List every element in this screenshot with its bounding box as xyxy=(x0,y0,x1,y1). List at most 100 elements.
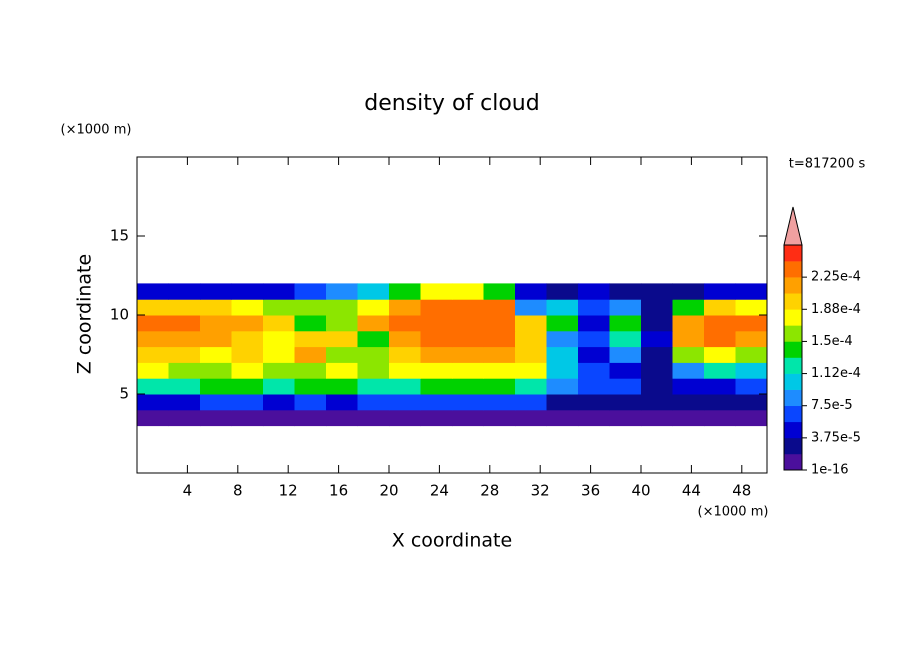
colorbar-extend xyxy=(783,206,803,246)
field-cell xyxy=(483,409,516,427)
field-cell xyxy=(326,394,358,411)
colorbar-band xyxy=(784,277,802,294)
field-cell xyxy=(641,409,673,427)
y-unit: (×1000 m) xyxy=(61,123,132,138)
field-cell xyxy=(420,299,453,316)
field-cell xyxy=(452,409,484,427)
colorbar-tick-label: 2.25e-4 xyxy=(811,270,861,285)
field-cell xyxy=(735,330,767,348)
field-cell xyxy=(294,299,327,316)
field-cell xyxy=(452,330,484,348)
field-cell xyxy=(546,409,579,427)
field-cell xyxy=(389,330,421,348)
field-cell xyxy=(357,330,390,348)
field-cell xyxy=(546,299,579,316)
colorbar-band xyxy=(784,309,802,326)
y-tick-label: 5 xyxy=(119,385,129,403)
field-cell xyxy=(641,346,673,363)
field-cell xyxy=(452,394,484,411)
field-cell xyxy=(704,362,736,379)
field-cell xyxy=(672,362,705,379)
field-cell xyxy=(294,362,327,379)
field-cell xyxy=(389,299,421,316)
field-cell xyxy=(200,299,232,316)
field-cell xyxy=(704,330,736,348)
field-cell xyxy=(483,378,516,395)
field-cell xyxy=(168,299,201,316)
field-cell xyxy=(294,378,327,395)
field-cell xyxy=(483,330,516,348)
field-cell xyxy=(168,409,201,427)
field-cell xyxy=(483,394,516,411)
x-axis-label: X coordinate xyxy=(392,530,512,552)
field-cell xyxy=(231,409,264,427)
y-tick-label: 10 xyxy=(110,306,129,324)
field-cell xyxy=(357,346,390,363)
field-cell xyxy=(609,409,642,427)
field-cell xyxy=(578,378,610,395)
x-tick-label: 28 xyxy=(480,482,499,500)
field-cell xyxy=(420,378,453,395)
field-cell xyxy=(200,330,232,348)
field-cell xyxy=(137,315,169,332)
field-cell xyxy=(420,346,453,363)
field-cell xyxy=(704,346,736,363)
field-cell xyxy=(326,409,358,427)
field-cell xyxy=(452,315,484,332)
field-cell xyxy=(137,362,169,379)
field-cell xyxy=(609,394,642,411)
field-cell xyxy=(137,299,169,316)
field-cell xyxy=(420,409,453,427)
colorbar-tick-label: 3.75e-5 xyxy=(811,430,861,445)
field-cell xyxy=(263,315,295,332)
field-cell xyxy=(200,346,232,363)
field-cell xyxy=(200,378,232,395)
field-cell xyxy=(641,378,673,395)
field-cell xyxy=(578,283,610,300)
colorbar-band xyxy=(784,405,802,423)
field-cell xyxy=(263,409,295,427)
field-cell xyxy=(389,394,421,411)
field-cell xyxy=(672,346,705,363)
field-cell xyxy=(168,378,201,395)
x-tick-label: 32 xyxy=(531,482,550,500)
field-cell xyxy=(609,299,642,316)
field-cell xyxy=(672,330,705,348)
y-tick-label: 15 xyxy=(110,227,129,245)
field-cell xyxy=(200,409,232,427)
field-cell xyxy=(263,346,295,363)
field-cell xyxy=(294,283,327,300)
field-cell xyxy=(357,299,390,316)
colorbar-band xyxy=(784,357,802,374)
field-cell xyxy=(294,315,327,332)
colorbar-band xyxy=(784,389,802,407)
field-cell xyxy=(704,394,736,411)
field-cell xyxy=(672,299,705,316)
field-cell xyxy=(672,409,705,427)
field-cell xyxy=(168,330,201,348)
field-cell xyxy=(452,299,484,316)
field-cell xyxy=(326,362,358,379)
x-unit: (×1000 m) xyxy=(698,505,769,520)
field-cell xyxy=(137,330,169,348)
field-cell xyxy=(515,346,547,363)
field-cell xyxy=(263,362,295,379)
field-cell xyxy=(326,315,358,332)
field-cell xyxy=(389,315,421,332)
field-cell xyxy=(609,330,642,348)
field-cell xyxy=(546,394,579,411)
x-tick-label: 16 xyxy=(329,482,348,500)
field-cell xyxy=(452,346,484,363)
field-cell xyxy=(546,330,579,348)
x-tick-label: 40 xyxy=(631,482,650,500)
colorbar-band xyxy=(784,325,802,342)
field-cell xyxy=(735,362,767,379)
field-cell xyxy=(452,362,484,379)
x-tick-label: 24 xyxy=(430,482,449,500)
field-cell xyxy=(578,330,610,348)
field-cell xyxy=(200,315,232,332)
field-cell xyxy=(420,330,453,348)
field-cell xyxy=(137,378,169,395)
field-cell xyxy=(546,346,579,363)
colorbar-tick-label: 1e-16 xyxy=(811,463,849,478)
